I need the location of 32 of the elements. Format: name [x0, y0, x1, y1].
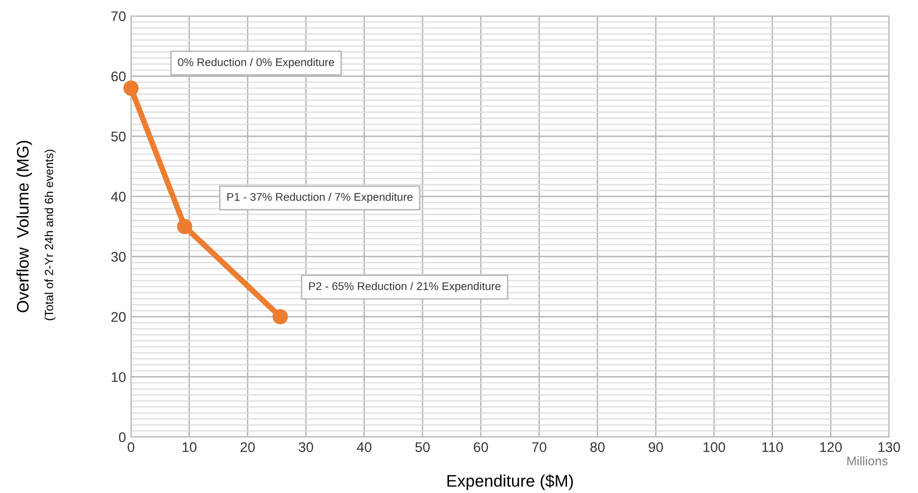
y-tick-label: 10: [112, 372, 126, 382]
x-tick-label: 120: [820, 442, 842, 452]
y-tick-label: 0: [118, 432, 126, 442]
x-tick-label: 10: [182, 442, 196, 452]
text: Millions: [847, 456, 888, 466]
y-tick-label: 50: [111, 132, 126, 142]
x-tick-label: 80: [590, 442, 605, 452]
x-tick-label: 100: [704, 442, 726, 452]
x-tick-label: 60: [474, 442, 488, 452]
x-tick-label: 20: [240, 442, 255, 452]
annotation: 0% Reduction / 0% Expenditure: [178, 58, 334, 68]
point: [177, 218, 192, 234]
x-tick-label: 40: [356, 442, 372, 452]
y-axis-title: Overflow Volume (MG): [16, 140, 32, 312]
y-tick-label: 60: [111, 71, 126, 82]
point: [123, 80, 139, 96]
text: (Total of 2-Yr 24h and 6h events): [44, 150, 56, 320]
x-tick-label: 110: [762, 442, 783, 452]
x-tick-label: 0: [128, 442, 134, 452]
point: [272, 309, 288, 324]
x-tick-label: 50: [415, 442, 430, 452]
x-tick-label: 30: [298, 442, 314, 452]
x-tick-label: 90: [648, 442, 663, 452]
x-tick-label: 130: [878, 442, 900, 452]
y-tick-label: 30: [111, 252, 126, 262]
y-tick-label: 70: [111, 11, 126, 22]
x-tick-label: 70: [532, 442, 546, 452]
annotation: P2 - 65% Reduction / 21% Expenditure: [309, 282, 501, 292]
y-tick-label: 20: [111, 312, 126, 322]
annotation: P1 - 37% Reduction / 7% Expenditure: [227, 192, 413, 204]
x-axis-title: Expenditure ($M): [447, 474, 573, 490]
y-tick-label: 40: [111, 192, 126, 202]
